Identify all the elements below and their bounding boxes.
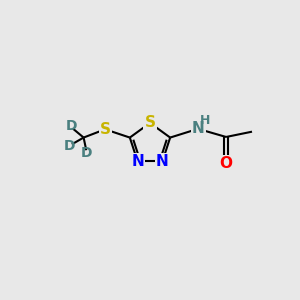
Text: N: N: [131, 154, 144, 169]
Text: O: O: [220, 156, 232, 171]
Text: S: S: [145, 116, 155, 130]
Text: N: N: [192, 121, 205, 136]
Text: N: N: [156, 154, 169, 169]
Text: H: H: [200, 114, 211, 127]
Text: D: D: [64, 139, 75, 153]
Text: D: D: [81, 146, 92, 160]
Text: S: S: [100, 122, 111, 137]
Text: D: D: [65, 119, 77, 134]
